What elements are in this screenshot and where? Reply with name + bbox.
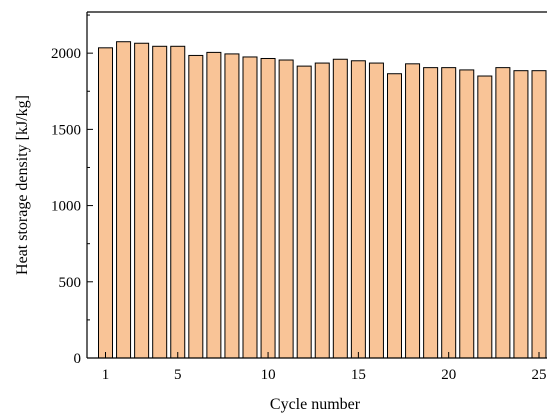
bar-cycle-22 (478, 76, 492, 358)
bar-cycle-9 (243, 57, 257, 358)
x-tick-label-15: 15 (351, 367, 366, 383)
y-tick-label-2000: 2000 (51, 46, 81, 62)
bar-cycle-14 (333, 59, 347, 358)
bar-cycle-8 (225, 54, 239, 358)
bars-group (99, 42, 547, 358)
x-axis-title: Cycle number (270, 396, 361, 413)
x-tick-label-5: 5 (174, 367, 182, 383)
bar-cycle-7 (207, 52, 221, 358)
bar-cycle-25 (532, 71, 546, 358)
x-tick-label-1: 1 (102, 367, 110, 383)
x-tick-label-25: 25 (532, 367, 547, 383)
bar-cycle-10 (261, 58, 275, 358)
bar-cycle-21 (460, 70, 474, 358)
bar-cycle-23 (496, 68, 510, 358)
bar-cycle-20 (442, 68, 456, 358)
y-tick-label-500: 500 (59, 275, 82, 291)
bar-cycle-5 (171, 46, 185, 358)
bar-cycle-16 (369, 63, 383, 358)
bar-cycle-17 (388, 74, 402, 358)
bar-cycle-2 (117, 42, 131, 358)
x-tick-label-20: 20 (441, 367, 456, 383)
bar-cycle-13 (315, 63, 329, 358)
bar-cycle-19 (424, 68, 438, 358)
bar-cycle-3 (135, 43, 149, 358)
bar-cycle-15 (351, 61, 365, 358)
y-tick-label-1000: 1000 (51, 199, 81, 215)
y-axis-title: Heat storage density [kJ/kg] (14, 95, 31, 275)
bar-cycle-12 (297, 66, 311, 358)
y-tick-label-1500: 1500 (51, 122, 81, 138)
y-tick-label-0: 0 (74, 351, 82, 367)
x-tick-label-10: 10 (261, 367, 276, 383)
bar-cycle-6 (189, 55, 203, 358)
bar-cycle-24 (514, 71, 528, 358)
bar-cycle-18 (406, 64, 420, 358)
bar-cycle-4 (153, 46, 167, 358)
bar-cycle-1 (99, 48, 113, 358)
bar-cycle-11 (279, 60, 293, 358)
